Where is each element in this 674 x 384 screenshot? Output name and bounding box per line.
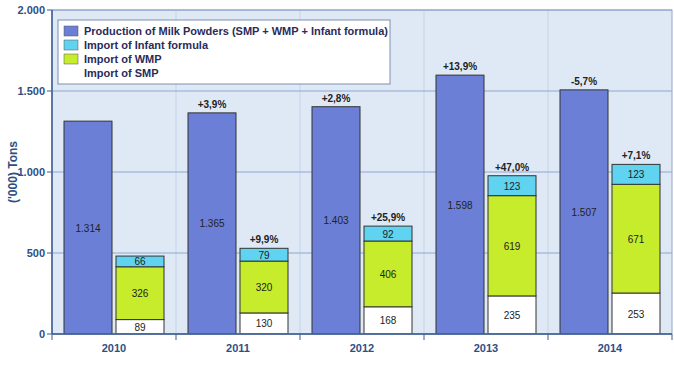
data-label: 123	[628, 169, 645, 180]
growth-annotation: +2,8%	[322, 93, 351, 104]
data-label: 619	[504, 241, 521, 252]
bar	[240, 248, 288, 261]
legend-box	[58, 20, 390, 84]
category-label: 2012	[350, 342, 374, 354]
plot-frame	[52, 10, 672, 334]
category-label: 2014	[598, 342, 623, 354]
category-label: 2011	[226, 342, 250, 354]
growth-annotation: +13,9%	[443, 61, 477, 72]
category-tick	[548, 334, 549, 340]
bar	[188, 113, 236, 334]
bar	[240, 261, 288, 313]
data-label: 1.403	[323, 215, 348, 226]
legend-swatch	[64, 54, 78, 64]
bar	[116, 267, 164, 320]
data-label: 89	[134, 322, 146, 333]
category-tick	[300, 334, 301, 340]
legend-label: Import of WMP	[84, 53, 162, 65]
legend-swatch	[64, 68, 78, 78]
data-label: 1.598	[447, 200, 472, 211]
tick-label: 1.000	[17, 166, 45, 178]
tick-label: 1.500	[17, 85, 45, 97]
marks	[64, 75, 660, 334]
bar	[64, 121, 112, 334]
category-tick	[672, 334, 673, 340]
y-axis	[51, 10, 53, 334]
data-label: 320	[256, 282, 273, 293]
bar	[436, 75, 484, 334]
growth-annotation: +25,9%	[371, 212, 405, 223]
data-label: 326	[132, 288, 149, 299]
bar	[612, 164, 660, 184]
data-label: 168	[380, 315, 397, 326]
bar	[116, 256, 164, 267]
data-label: 671	[628, 234, 645, 245]
bar	[560, 90, 608, 334]
labels: 1.314 89 326 66 1.365 +3,9% 130 320 79 +9,9% 1.403…	[75, 61, 650, 333]
data-label: 235	[504, 310, 521, 321]
data-label: 253	[628, 309, 645, 320]
data-label: 406	[380, 269, 397, 280]
growth-annotation: +47,0%	[495, 162, 529, 173]
bar	[488, 176, 536, 196]
chart: 0 500 1.000 1.500 2.000 ('000) Tons 1.314 89 326…	[0, 0, 674, 384]
category-tick	[52, 334, 53, 340]
data-label: 130	[256, 318, 273, 329]
data-label: 66	[134, 256, 146, 267]
bar	[488, 296, 536, 334]
data-label: 92	[382, 229, 394, 240]
legend-label: Import of Infant formula	[84, 39, 209, 51]
category-label: 2013	[474, 342, 498, 354]
legend-label: Import of SMP	[84, 67, 159, 79]
bar	[364, 241, 412, 307]
data-label: 1.507	[571, 207, 596, 218]
tick-label: 500	[27, 247, 45, 259]
legend-label: Production of Milk Powders (SMP + WMP + …	[84, 25, 388, 37]
x-axis	[52, 333, 672, 335]
bar	[488, 196, 536, 296]
bar	[612, 293, 660, 334]
growth-annotation: -5,7%	[571, 76, 597, 87]
category-tick	[176, 334, 177, 340]
grid-line	[52, 334, 672, 335]
legend-swatch	[64, 40, 78, 50]
growth-annotation: +3,9%	[198, 99, 227, 110]
legend: Production of Milk Powders (SMP + WMP + …	[58, 20, 390, 84]
bar	[312, 107, 360, 334]
axis-title: ('000) Tons	[6, 141, 20, 203]
growth-annotation: +7,1%	[622, 150, 651, 161]
category-label: 2010	[102, 342, 126, 354]
category-tick	[424, 334, 425, 340]
data-label: 79	[258, 250, 270, 261]
data-label: 1.365	[199, 218, 224, 229]
data-label: 1.314	[75, 223, 100, 234]
tick-label: 2.000	[17, 4, 45, 16]
bar	[116, 320, 164, 334]
legend-swatch	[64, 26, 78, 36]
bar	[240, 313, 288, 334]
data-label: 123	[504, 181, 521, 192]
tick-label: 0	[39, 328, 45, 340]
plot-background	[52, 10, 672, 334]
bar	[364, 226, 412, 241]
bar	[612, 184, 660, 293]
bar	[364, 307, 412, 334]
growth-annotation: +9,9%	[250, 234, 279, 245]
